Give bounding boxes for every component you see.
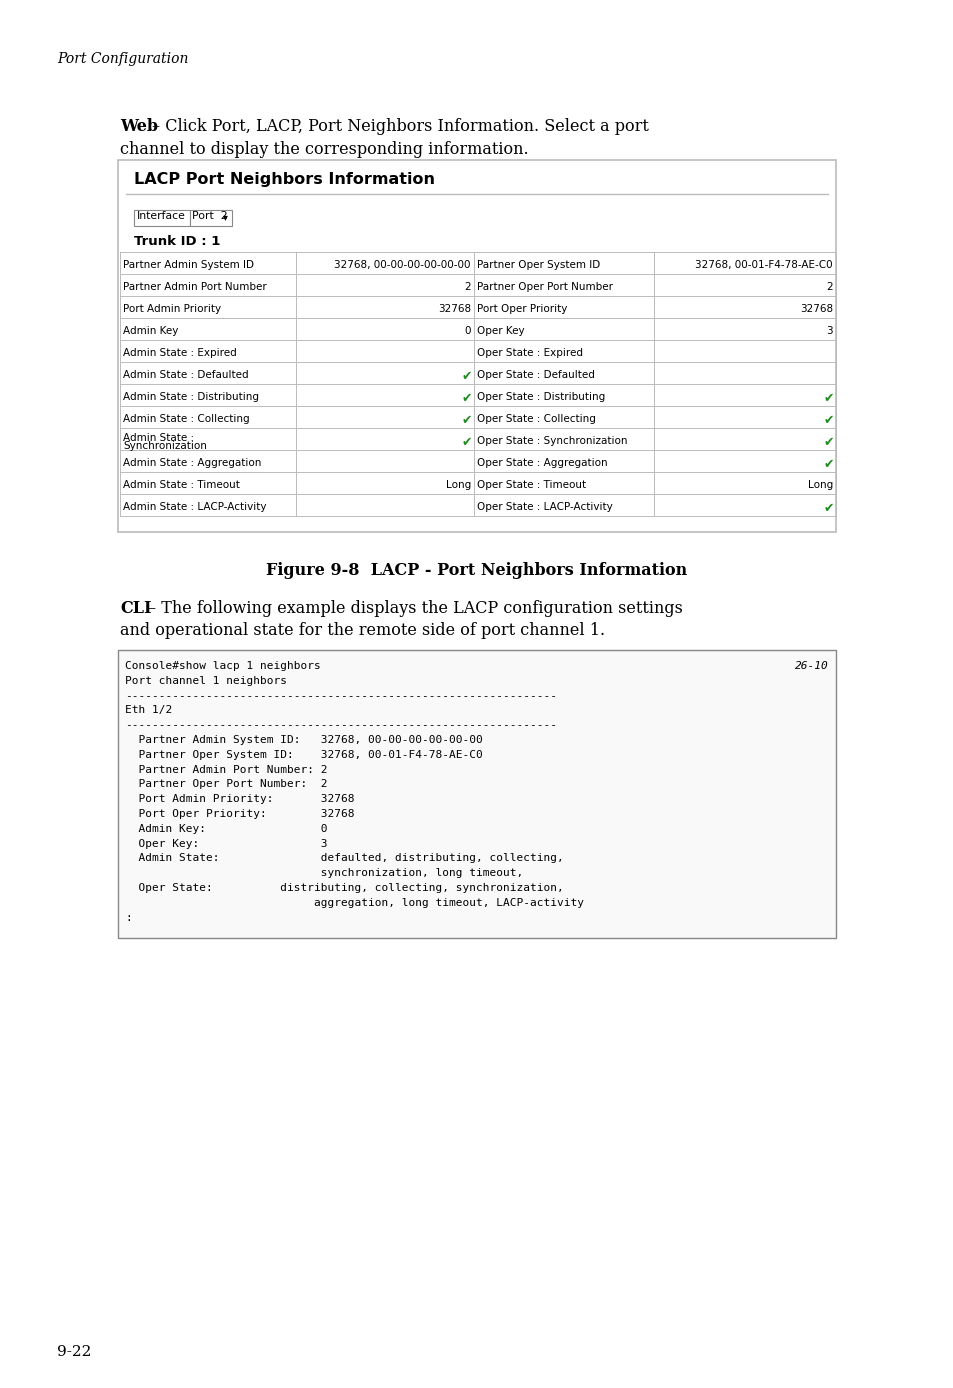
Text: Oper State : LACP-Activity: Oper State : LACP-Activity (476, 502, 612, 512)
Text: Admin State : Timeout: Admin State : Timeout (123, 480, 239, 490)
Text: ----------------------------------------------------------------: ----------------------------------------… (125, 720, 557, 730)
Text: 2: 2 (464, 282, 471, 291)
FancyBboxPatch shape (118, 650, 835, 938)
Text: ✔: ✔ (461, 436, 472, 448)
Text: Partner Oper System ID: Partner Oper System ID (476, 260, 599, 271)
Text: Admin State :: Admin State : (123, 433, 193, 443)
Text: Console#show lacp 1 neighbors: Console#show lacp 1 neighbors (125, 661, 320, 670)
Text: ✔: ✔ (461, 371, 472, 383)
Text: and operational state for the remote side of port channel 1.: and operational state for the remote sid… (120, 622, 604, 638)
Text: Port Admin Priority: Port Admin Priority (123, 304, 221, 314)
Text: Oper State : Defaulted: Oper State : Defaulted (476, 371, 595, 380)
Text: Port Admin Priority:       32768: Port Admin Priority: 32768 (125, 794, 355, 804)
Text: Admin State : LACP-Activity: Admin State : LACP-Activity (123, 502, 266, 512)
Text: Port Configuration: Port Configuration (57, 51, 188, 67)
Text: 9-22: 9-22 (57, 1345, 91, 1359)
Text: Port Oper Priority: Port Oper Priority (476, 304, 567, 314)
Text: ✔: ✔ (461, 414, 472, 428)
FancyBboxPatch shape (190, 210, 232, 226)
Text: – The following example displays the LACP configuration settings: – The following example displays the LAC… (148, 600, 682, 618)
Text: Synchronization: Synchronization (123, 441, 207, 451)
Text: 32768, 00-01-F4-78-AE-C0: 32768, 00-01-F4-78-AE-C0 (695, 260, 832, 271)
Text: Partner Admin Port Number: 2: Partner Admin Port Number: 2 (125, 765, 327, 775)
Text: ▾: ▾ (223, 212, 228, 222)
Text: Admin State : Expired: Admin State : Expired (123, 348, 236, 358)
Text: aggregation, long timeout, LACP-activity: aggregation, long timeout, LACP-activity (125, 898, 583, 908)
Text: Partner Admin Port Number: Partner Admin Port Number (123, 282, 267, 291)
Text: LACP Port Neighbors Information: LACP Port Neighbors Information (133, 172, 435, 187)
Text: Oper State : Synchronization: Oper State : Synchronization (476, 436, 627, 446)
FancyBboxPatch shape (118, 160, 835, 532)
FancyBboxPatch shape (133, 210, 190, 226)
Text: Eth 1/2: Eth 1/2 (125, 705, 172, 715)
Text: Partner Admin System ID:   32768, 00-00-00-00-00-00: Partner Admin System ID: 32768, 00-00-00… (125, 736, 482, 745)
Text: ✔: ✔ (461, 391, 472, 405)
Text: Partner Oper Port Number: Partner Oper Port Number (476, 282, 613, 291)
Text: Trunk ID : 1: Trunk ID : 1 (133, 235, 220, 248)
Text: CLI: CLI (120, 600, 152, 618)
Text: Partner Oper System ID:    32768, 00-01-F4-78-AE-C0: Partner Oper System ID: 32768, 00-01-F4-… (125, 750, 482, 759)
Text: Oper State : Expired: Oper State : Expired (476, 348, 582, 358)
Text: Admin State : Aggregation: Admin State : Aggregation (123, 458, 261, 468)
Text: 32768: 32768 (799, 304, 832, 314)
Text: – Click Port, LACP, Port Neighbors Information. Select a port: – Click Port, LACP, Port Neighbors Infor… (152, 118, 648, 135)
Text: ✔: ✔ (823, 391, 834, 405)
Text: 32768: 32768 (437, 304, 471, 314)
Text: Admin Key: Admin Key (123, 326, 178, 336)
Text: channel to display the corresponding information.: channel to display the corresponding inf… (120, 142, 528, 158)
Text: Port Oper Priority:        32768: Port Oper Priority: 32768 (125, 809, 355, 819)
Text: Web: Web (120, 118, 158, 135)
Text: :: : (125, 912, 132, 923)
Text: Admin State : Distributing: Admin State : Distributing (123, 391, 258, 403)
Text: Oper Key:                  3: Oper Key: 3 (125, 838, 327, 848)
Text: Interface: Interface (137, 211, 186, 221)
Text: Admin State : Collecting: Admin State : Collecting (123, 414, 250, 423)
Text: Oper State : Timeout: Oper State : Timeout (476, 480, 585, 490)
Text: ✔: ✔ (823, 414, 834, 428)
Text: Oper State : Distributing: Oper State : Distributing (476, 391, 604, 403)
Text: Long: Long (807, 480, 832, 490)
Text: Oper State : Collecting: Oper State : Collecting (476, 414, 596, 423)
Text: 26-10: 26-10 (795, 661, 828, 670)
Text: Admin State:               defaulted, distributing, collecting,: Admin State: defaulted, distributing, co… (125, 854, 563, 863)
Text: ✔: ✔ (823, 436, 834, 448)
Text: 3: 3 (825, 326, 832, 336)
Text: Oper Key: Oper Key (476, 326, 524, 336)
Text: Partner Admin System ID: Partner Admin System ID (123, 260, 253, 271)
Text: Port channel 1 neighbors: Port channel 1 neighbors (125, 676, 287, 686)
Text: Figure 9-8  LACP - Port Neighbors Information: Figure 9-8 LACP - Port Neighbors Informa… (266, 562, 687, 579)
Text: 32768, 00-00-00-00-00-00: 32768, 00-00-00-00-00-00 (335, 260, 471, 271)
Text: Oper State : Aggregation: Oper State : Aggregation (476, 458, 607, 468)
Text: Oper State:          distributing, collecting, synchronization,: Oper State: distributing, collecting, sy… (125, 883, 563, 892)
Text: ----------------------------------------------------------------: ----------------------------------------… (125, 691, 557, 701)
Text: Partner Oper Port Number:  2: Partner Oper Port Number: 2 (125, 780, 327, 790)
Text: ✔: ✔ (823, 502, 834, 515)
Text: Admin Key:                 0: Admin Key: 0 (125, 824, 327, 834)
Text: Long: Long (445, 480, 471, 490)
Text: 0: 0 (464, 326, 471, 336)
Text: synchronization, long timeout,: synchronization, long timeout, (125, 869, 522, 879)
Text: 2: 2 (825, 282, 832, 291)
Text: ✔: ✔ (823, 458, 834, 471)
Text: Port  2: Port 2 (192, 211, 228, 221)
Text: Admin State : Defaulted: Admin State : Defaulted (123, 371, 249, 380)
